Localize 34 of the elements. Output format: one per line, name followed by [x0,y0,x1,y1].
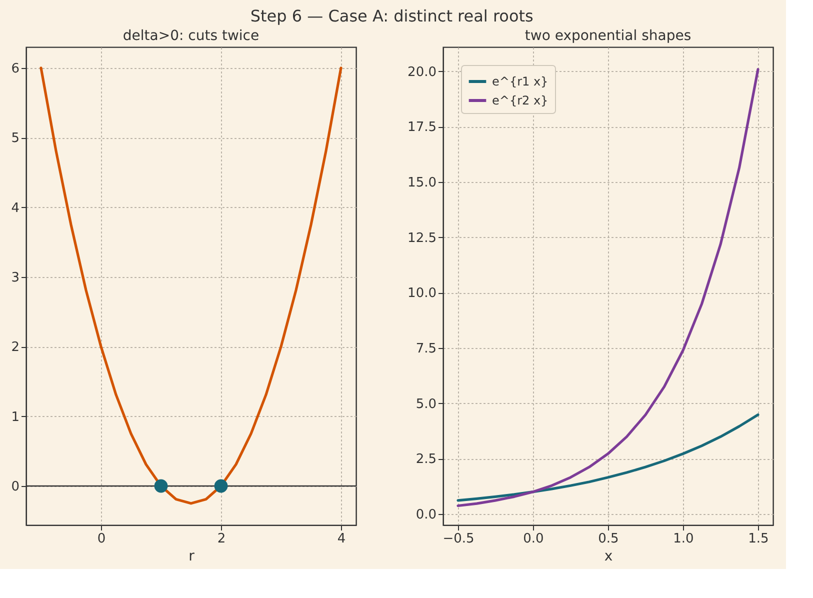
y-tick-label: 15.0 [408,175,436,190]
x-tick-label: 0 [97,532,106,546]
line-series [40,66,342,505]
y-tick-label: 7.5 [416,341,436,356]
x-tick-label: 2 [217,532,226,546]
y-tick-label: 2.5 [416,452,436,468]
x-axis-title: x [604,548,613,564]
y-tick-label: 17.5 [408,120,436,136]
y-tick-label: 12.5 [408,230,436,246]
legend-label: e^{r1 x} [492,74,548,88]
y-tick-label: 0 [11,479,20,494]
x-tick-label: 4 [337,532,346,546]
x-tick-label: 1.5 [748,532,769,546]
x-tick-label: 0.5 [598,532,619,546]
x-tick-label: 0.0 [523,532,544,546]
x-tick-label: 1.0 [673,532,694,546]
y-tick-label: 1 [11,410,20,425]
y-tick-label: 10.0 [408,286,436,302]
line-series [456,413,760,502]
y-tick-label: 3 [11,270,20,286]
chart-title: two exponential shapes [524,28,692,44]
legend-label: e^{r2 x} [492,94,548,108]
y-tick-label: 2 [11,340,20,356]
chart-title: delta>0: cuts twice [122,28,260,44]
y-tick-label: 6 [11,61,20,76]
line-series [456,68,760,508]
x-tick-label: −0.5 [442,532,474,546]
y-tick-label: 5 [11,131,20,146]
x-axis-title: r [188,548,195,564]
y-tick-label: 4 [11,200,20,216]
y-tick-label: 20.0 [408,64,436,80]
y-tick-label: 0.0 [416,507,436,522]
y-tick-label: 5.0 [416,396,436,412]
text: Step 6 — Case A: distinct real roots [250,6,534,26]
